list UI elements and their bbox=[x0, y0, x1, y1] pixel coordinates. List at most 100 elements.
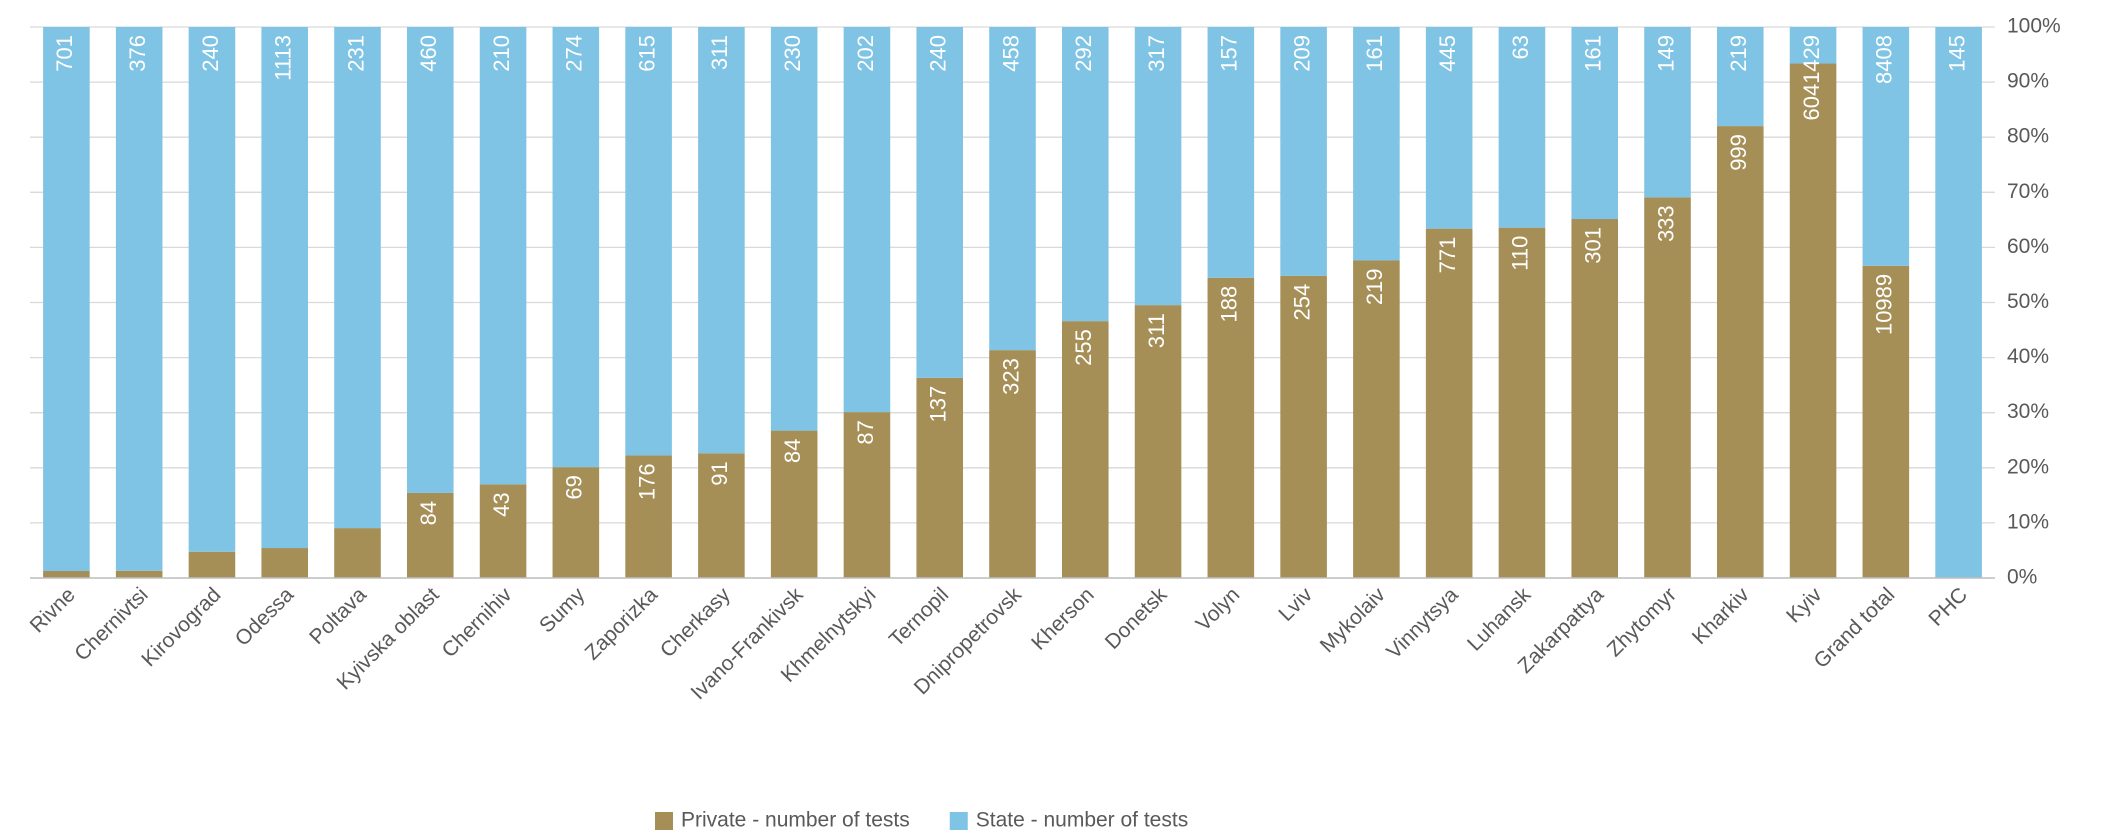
value-label: 1113 bbox=[271, 35, 296, 81]
value-label: 292 bbox=[1071, 35, 1096, 72]
x-tick-label: Lviv bbox=[1274, 583, 1317, 626]
bar-segment bbox=[406, 27, 454, 493]
bar-segment bbox=[1498, 27, 1546, 228]
bar-segment bbox=[1789, 63, 1837, 579]
value-label: 333 bbox=[1653, 205, 1678, 242]
value-label: 301 bbox=[1581, 227, 1606, 264]
bar-segment bbox=[1716, 126, 1764, 579]
value-label: 91 bbox=[707, 461, 732, 485]
x-tick-label: PHC bbox=[1924, 583, 1972, 631]
bar-segment bbox=[1353, 27, 1400, 261]
value-label: 771 bbox=[1435, 237, 1460, 274]
value-label: 701 bbox=[52, 35, 77, 72]
y-tick-label: 30% bbox=[2007, 400, 2049, 423]
x-tick-label: Volyn bbox=[1192, 583, 1245, 636]
bar-segment bbox=[1134, 305, 1182, 578]
x-tick-label: Sumy bbox=[535, 583, 590, 638]
x-tick-label: Mykolaiv bbox=[1316, 583, 1390, 657]
bar-segment bbox=[261, 548, 309, 578]
bar-segment bbox=[552, 27, 600, 468]
legend-swatch bbox=[949, 812, 968, 830]
value-label: 311 bbox=[707, 35, 732, 70]
value-label: 231 bbox=[343, 35, 368, 72]
bar-segment bbox=[770, 430, 818, 578]
bar-segment bbox=[1207, 277, 1255, 578]
value-label: 8408 bbox=[1872, 35, 1897, 84]
value-label: 110 bbox=[1508, 236, 1533, 271]
value-label: 274 bbox=[562, 35, 587, 72]
bar-segment bbox=[989, 27, 1036, 351]
value-label: 43 bbox=[489, 492, 514, 516]
x-tick-label: Poltava bbox=[305, 583, 371, 649]
value-label: 87 bbox=[853, 420, 878, 444]
value-label: 63 bbox=[1508, 35, 1533, 59]
bar-segment bbox=[1644, 27, 1691, 198]
bar-segment bbox=[1862, 265, 1910, 578]
value-label: 317 bbox=[1144, 35, 1169, 72]
y-tick-label: 50% bbox=[2007, 290, 2049, 313]
bar-segment bbox=[1716, 27, 1764, 127]
bar-segment bbox=[989, 350, 1036, 578]
value-label: 429 bbox=[1799, 35, 1824, 72]
y-tick-label: 10% bbox=[2007, 510, 2049, 533]
value-label: 219 bbox=[1726, 35, 1751, 72]
bar-segment bbox=[843, 412, 891, 578]
value-label: 458 bbox=[998, 35, 1023, 72]
y-tick-label: 20% bbox=[2007, 455, 2049, 478]
x-tick-label: Zaporizka bbox=[581, 583, 663, 665]
x-tick-label: Ternopil bbox=[885, 583, 953, 651]
bar-segment bbox=[43, 27, 90, 572]
value-label: 219 bbox=[1362, 268, 1387, 305]
value-label: 210 bbox=[489, 35, 514, 72]
bar-segment bbox=[334, 528, 381, 578]
bar-segment bbox=[1571, 219, 1619, 579]
value-label: 69 bbox=[562, 475, 587, 499]
bar-segment bbox=[916, 377, 964, 578]
legend-label: State - number of tests bbox=[976, 809, 1188, 832]
value-label: 157 bbox=[1217, 35, 1242, 72]
x-tick-label: Kyiv bbox=[1782, 583, 1827, 628]
value-label: 84 bbox=[416, 501, 441, 525]
bar-segment bbox=[1280, 275, 1327, 578]
value-label: 161 bbox=[1581, 35, 1606, 72]
value-label: 311 bbox=[1144, 313, 1169, 348]
bar-segment bbox=[1134, 27, 1182, 306]
y-tick-label: 0% bbox=[2007, 566, 2037, 589]
value-label: 137 bbox=[926, 386, 951, 423]
bar-segment bbox=[1644, 197, 1691, 578]
bar-segment bbox=[552, 467, 600, 578]
bar-segment bbox=[479, 484, 527, 578]
value-label: 176 bbox=[634, 463, 659, 500]
x-tick-label: Odessa bbox=[231, 583, 299, 651]
bar-segment bbox=[625, 455, 672, 578]
legend-swatch bbox=[655, 812, 673, 830]
value-label: 255 bbox=[1071, 329, 1096, 366]
y-tick-label: 80% bbox=[2007, 125, 2049, 148]
x-tick-label: Donetsk bbox=[1101, 583, 1172, 654]
value-label: 202 bbox=[853, 35, 878, 72]
bar-segment bbox=[1061, 27, 1109, 322]
value-label: 445 bbox=[1435, 35, 1460, 72]
bar-segment bbox=[698, 453, 745, 578]
value-label: 254 bbox=[1289, 284, 1314, 321]
bar-segment bbox=[843, 27, 891, 413]
value-label: 999 bbox=[1726, 134, 1751, 171]
value-label: 209 bbox=[1289, 35, 1314, 72]
value-label: 240 bbox=[198, 35, 223, 72]
bar-segment bbox=[770, 27, 818, 431]
bar-segment bbox=[188, 27, 236, 552]
y-tick-label: 60% bbox=[2007, 235, 2049, 258]
bar-segment bbox=[261, 27, 309, 549]
bar-segment bbox=[334, 27, 381, 529]
bar-segment bbox=[1425, 27, 1473, 229]
bar-segment bbox=[1498, 227, 1546, 578]
bar-segment bbox=[1280, 27, 1327, 276]
bar-segment bbox=[43, 571, 90, 578]
bar-segment bbox=[1061, 321, 1109, 578]
y-tick-label: 90% bbox=[2007, 70, 2049, 93]
value-label: 10989 bbox=[1872, 274, 1897, 335]
bar-segment bbox=[1789, 27, 1837, 64]
legend-label: Private - number of tests bbox=[681, 809, 910, 832]
bar-segment bbox=[916, 27, 964, 378]
bar-segment bbox=[625, 27, 672, 456]
